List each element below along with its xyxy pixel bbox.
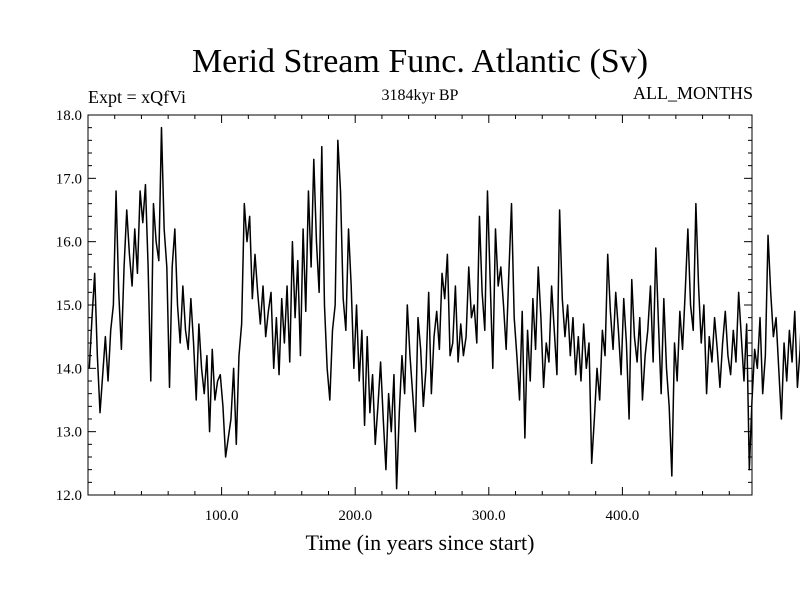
y-tick-label: 18.0 bbox=[56, 108, 82, 124]
chart-title: Merid Stream Func. Atlantic (Sv) bbox=[192, 43, 648, 80]
axis-ticks bbox=[88, 114, 752, 496]
y-axis-tick-labels: 12.0 13.0 14.0 15.0 16.0 17.0 18.0 bbox=[56, 108, 82, 504]
experiment-label: Expt = xQfVi bbox=[88, 87, 186, 107]
x-tick-label: 300.0 bbox=[472, 508, 506, 524]
series-line-stream-function bbox=[88, 126, 800, 490]
x-tick-label: 200.0 bbox=[338, 508, 372, 524]
x-tick-label: 100.0 bbox=[205, 508, 239, 524]
x-tick-label: 400.0 bbox=[606, 508, 640, 524]
y-tick-label: 12.0 bbox=[56, 488, 82, 504]
y-tick-label: 17.0 bbox=[56, 171, 82, 187]
period-label: 3184kyr BP bbox=[382, 87, 459, 104]
y-tick-label: 15.0 bbox=[56, 298, 82, 314]
y-tick-label: 13.0 bbox=[56, 425, 82, 441]
y-tick-label: 16.0 bbox=[56, 235, 82, 251]
y-tick-label: 14.0 bbox=[56, 361, 82, 377]
plot-frame bbox=[87, 114, 753, 496]
season-label: ALL_MONTHS bbox=[633, 83, 753, 103]
x-axis-tick-labels: 100.0 200.0 300.0 400.0 bbox=[205, 508, 640, 524]
x-axis-label: Time (in years since start) bbox=[306, 530, 535, 555]
